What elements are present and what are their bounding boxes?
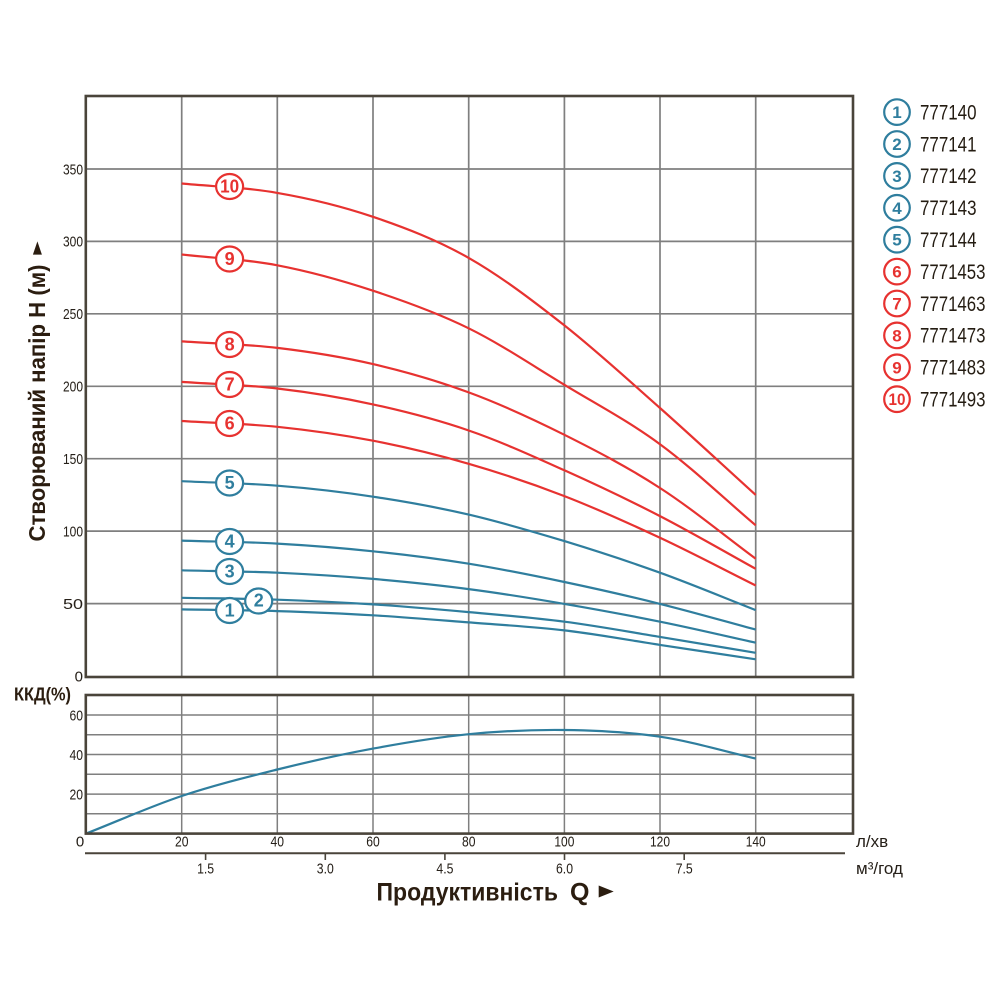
svg-text:8: 8 bbox=[225, 335, 235, 355]
svg-text:777144: 777144 bbox=[920, 229, 977, 252]
svg-text:3.0: 3.0 bbox=[317, 861, 334, 878]
svg-text:140: 140 bbox=[746, 833, 766, 850]
svg-text:7: 7 bbox=[892, 295, 901, 314]
svg-text:1: 1 bbox=[892, 103, 901, 122]
svg-text:10: 10 bbox=[220, 177, 239, 197]
svg-text:100: 100 bbox=[554, 833, 574, 850]
svg-text:ККД(%): ККД(%) bbox=[14, 685, 71, 705]
svg-text:6: 6 bbox=[225, 414, 235, 434]
svg-text:1.5: 1.5 bbox=[197, 861, 214, 878]
svg-text:0: 0 bbox=[76, 833, 84, 850]
svg-text:777141: 777141 bbox=[920, 133, 977, 156]
svg-text:5: 5 bbox=[225, 473, 235, 493]
svg-text:7.5: 7.5 bbox=[676, 861, 693, 878]
svg-text:777143: 777143 bbox=[920, 197, 977, 220]
svg-text:250: 250 bbox=[63, 306, 83, 323]
svg-text:40: 40 bbox=[271, 833, 285, 850]
svg-text:8: 8 bbox=[892, 326, 901, 345]
svg-text:3: 3 bbox=[225, 562, 235, 582]
svg-text:1: 1 bbox=[225, 601, 235, 621]
svg-text:5: 5 bbox=[892, 231, 901, 250]
svg-text:7: 7 bbox=[225, 375, 235, 395]
svg-text:л/хв: л/хв bbox=[856, 832, 888, 851]
svg-text:6: 6 bbox=[892, 263, 901, 282]
svg-text:9: 9 bbox=[892, 358, 901, 377]
svg-text:7771493: 7771493 bbox=[920, 389, 986, 412]
svg-text:0: 0 bbox=[75, 669, 83, 686]
svg-text:4: 4 bbox=[225, 532, 235, 552]
svg-text:150: 150 bbox=[63, 451, 83, 468]
svg-text:10: 10 bbox=[889, 390, 906, 409]
svg-text:50: 50 bbox=[63, 596, 83, 613]
svg-text:Створюваний напір Н (м): Створюваний напір Н (м) bbox=[24, 265, 50, 542]
svg-text:7771463: 7771463 bbox=[920, 293, 986, 316]
svg-text:20: 20 bbox=[70, 786, 84, 803]
svg-text:Q: Q bbox=[570, 879, 589, 907]
svg-text:4: 4 bbox=[892, 199, 902, 218]
svg-text:м³/год: м³/год bbox=[856, 859, 903, 878]
svg-text:2: 2 bbox=[892, 135, 901, 154]
svg-text:60: 60 bbox=[366, 833, 380, 850]
svg-text:80: 80 bbox=[462, 833, 476, 850]
svg-text:9: 9 bbox=[225, 249, 235, 269]
svg-text:120: 120 bbox=[650, 833, 670, 850]
svg-text:6.0: 6.0 bbox=[556, 861, 573, 878]
svg-text:7771483: 7771483 bbox=[920, 357, 986, 380]
svg-text:4.5: 4.5 bbox=[436, 861, 453, 878]
svg-text:60: 60 bbox=[70, 707, 84, 724]
svg-text:100: 100 bbox=[63, 523, 83, 540]
svg-text:3: 3 bbox=[892, 167, 901, 186]
svg-text:20: 20 bbox=[175, 833, 189, 850]
svg-text:7771473: 7771473 bbox=[920, 325, 986, 348]
svg-text:7771453: 7771453 bbox=[920, 261, 986, 284]
svg-text:2: 2 bbox=[254, 591, 264, 611]
svg-text:200: 200 bbox=[63, 379, 83, 396]
svg-text:300: 300 bbox=[63, 234, 83, 251]
svg-text:350: 350 bbox=[63, 161, 83, 178]
svg-text:777142: 777142 bbox=[920, 165, 977, 188]
svg-text:777140: 777140 bbox=[920, 101, 977, 124]
svg-text:Продуктивність: Продуктивність bbox=[377, 879, 559, 907]
svg-text:40: 40 bbox=[70, 747, 84, 764]
